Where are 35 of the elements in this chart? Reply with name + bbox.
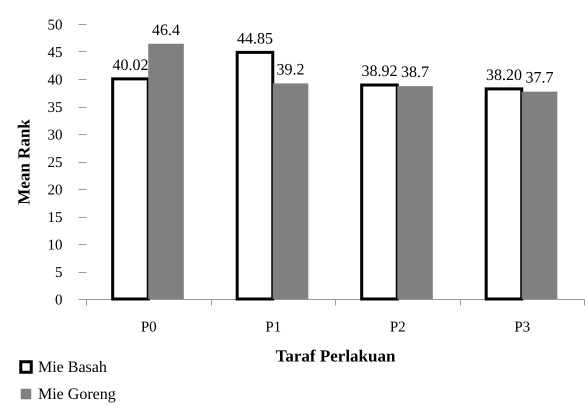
y-tick-label: 10 xyxy=(48,238,62,254)
data-label: 38.20 xyxy=(486,66,522,84)
x-tick-label: P3 xyxy=(514,320,530,336)
data-label: 39.2 xyxy=(276,61,305,78)
x-tick-label: P0 xyxy=(140,320,157,336)
bar xyxy=(522,92,558,299)
y-tick-label: 0 xyxy=(55,292,62,308)
y-tick-label: 25 xyxy=(48,155,62,171)
bar xyxy=(111,77,150,300)
y-tick-label: 30 xyxy=(48,128,62,144)
x-tick-label: P1 xyxy=(265,320,282,336)
y-tick-label: 50 xyxy=(48,18,62,34)
legend-label: Mie Basah xyxy=(38,359,107,376)
data-label: 40.02 xyxy=(112,56,148,74)
bar xyxy=(148,44,184,299)
y-tick-label: 40 xyxy=(48,72,62,88)
y-tick-label: 5 xyxy=(55,265,62,281)
y-tick-label: 15 xyxy=(48,210,62,226)
data-label: 38.92 xyxy=(361,62,398,80)
data-label: 37.7 xyxy=(526,70,554,87)
bar xyxy=(397,86,433,299)
data-label: 46.4 xyxy=(152,22,180,39)
data-label: 44.85 xyxy=(236,30,273,48)
x-tick-label: P2 xyxy=(390,320,406,336)
y-tick-label: 35 xyxy=(48,100,62,116)
bar xyxy=(484,87,524,300)
y-tick-label: 45 xyxy=(48,45,62,61)
data-label: 38.7 xyxy=(401,64,430,82)
bar xyxy=(360,83,399,300)
y-axis-title: Mean Rank xyxy=(14,118,34,205)
y-tick-label: 20 xyxy=(48,182,62,198)
bar xyxy=(272,83,308,299)
legend-label: Mie Goreng xyxy=(38,386,116,403)
x-axis-title: Taraf Perlakuan xyxy=(276,346,396,366)
bar xyxy=(236,50,274,300)
